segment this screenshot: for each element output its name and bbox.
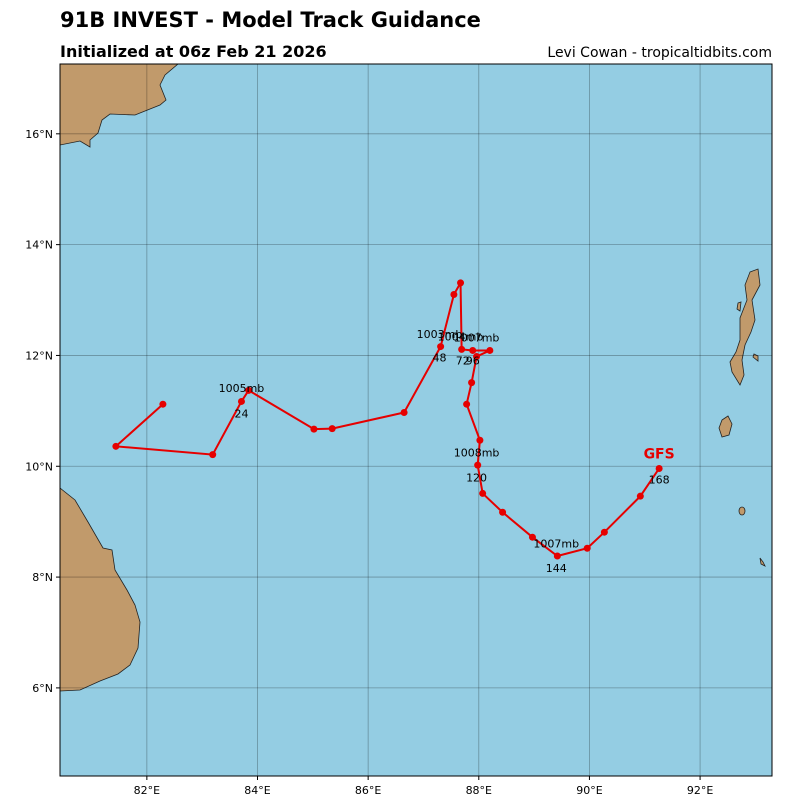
track-point (583, 544, 591, 552)
track-point (457, 279, 465, 287)
track-label: 1007mb (454, 332, 500, 345)
track-point (463, 400, 471, 408)
track-label: 48 (433, 352, 447, 365)
y-tick-label: 14°N (25, 239, 53, 252)
track-label: 1005mb (219, 382, 265, 395)
track-point (479, 489, 487, 497)
x-tick-label: 82°E (134, 784, 160, 797)
track-label: 1004mb (438, 331, 484, 344)
track-point (310, 425, 318, 433)
x-tick-label: 86°E (355, 784, 381, 797)
track-point (245, 386, 253, 394)
track-point (112, 442, 120, 450)
track-label: 1008mb (454, 446, 500, 459)
track-point (209, 451, 217, 459)
track-point (655, 464, 663, 472)
x-tick-label: 84°E (244, 784, 270, 797)
track-point (437, 343, 445, 351)
track-label: 144 (546, 562, 567, 575)
track-point (469, 346, 477, 354)
track-point (159, 400, 167, 408)
model-name: GFS (644, 447, 675, 463)
y-tick-label: 16°N (25, 128, 53, 141)
chart-title: 91B INVEST - Model Track Guidance (60, 8, 481, 32)
track-label: 24 (234, 408, 248, 421)
track-point (400, 409, 408, 417)
track-point (600, 528, 608, 536)
track-point (528, 533, 536, 541)
track-point (328, 425, 336, 433)
x-tick-label: 92°E (687, 784, 713, 797)
land (60, 64, 766, 692)
track-point (237, 397, 245, 405)
track-label: 72 (456, 354, 470, 367)
y-tick-label: 6°N (32, 682, 53, 695)
track-point (636, 492, 644, 500)
chart-subtitle: Initialized at 06z Feb 21 2026 (60, 42, 327, 61)
track-point (458, 345, 466, 353)
credit: Levi Cowan - tropicaltidbits.com (547, 45, 772, 61)
plot-frame (59, 63, 773, 777)
track-point (486, 346, 494, 354)
x-tick-label: 90°E (576, 784, 602, 797)
track-point (476, 436, 484, 444)
track-point (468, 379, 476, 387)
track-point (499, 508, 507, 516)
y-tick-label: 8°N (32, 571, 53, 584)
y-tick-label: 12°N (25, 349, 53, 362)
track-point (553, 552, 561, 560)
y-tick-label: 10°N (25, 460, 53, 473)
track-label: 96 (466, 354, 480, 367)
track-label: 168 (649, 474, 670, 487)
track-label: 120 (466, 471, 487, 484)
track-point (474, 461, 482, 469)
track-point (473, 353, 481, 361)
track-label: 1007mb (533, 537, 579, 550)
track-point (450, 290, 458, 298)
track-label: 1003mb (417, 328, 463, 341)
ocean (60, 64, 772, 776)
x-tick-label: 88°E (466, 784, 492, 797)
